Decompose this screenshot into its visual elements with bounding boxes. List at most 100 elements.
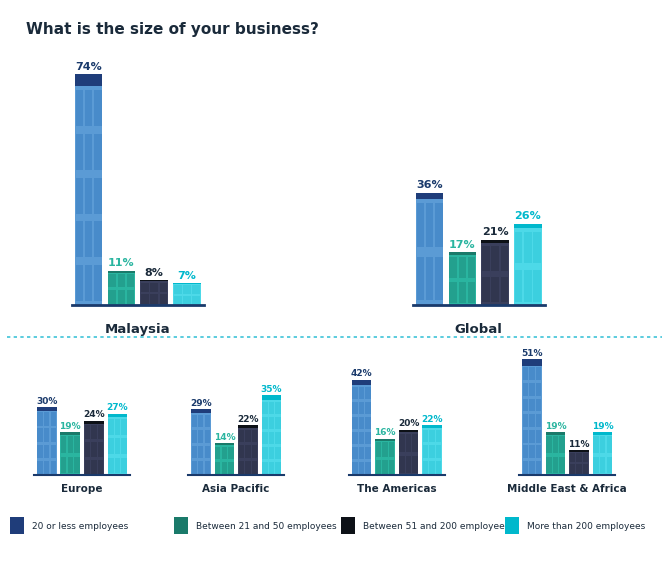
Bar [546,457,551,473]
Bar [422,425,442,428]
Bar [44,444,50,458]
Bar [529,430,535,443]
Bar [449,255,476,305]
Bar [536,383,541,396]
Text: 29%: 29% [190,399,211,408]
Bar [140,280,168,282]
Bar [262,462,268,474]
Bar [583,453,588,462]
Bar [423,430,428,443]
Bar [191,445,197,458]
Bar [505,517,519,534]
Bar [108,274,116,287]
Bar [215,447,221,459]
Bar [553,457,558,473]
Bar [352,431,357,444]
Text: 11%: 11% [108,258,134,268]
Bar [108,291,116,304]
Bar [262,396,282,400]
Bar [262,431,268,444]
Bar [522,399,528,411]
Bar [524,232,532,263]
Bar [559,436,565,453]
Bar [91,459,96,473]
Bar [529,414,535,427]
Bar [406,456,411,473]
Bar [151,283,158,292]
Bar [389,443,394,457]
Bar [108,273,135,305]
Bar [522,414,528,427]
Bar [522,383,528,396]
Bar [559,457,565,473]
Bar [108,413,127,417]
Text: 35%: 35% [261,385,282,394]
Text: 22%: 22% [237,415,259,424]
Bar [482,277,490,302]
Bar [468,282,475,303]
Bar [515,232,522,263]
Bar [569,452,589,475]
Bar [127,274,134,287]
Bar [417,203,424,247]
Bar [436,430,442,443]
Text: 22%: 22% [421,415,443,424]
Bar [450,282,457,303]
Bar [341,517,355,534]
Bar [173,284,201,305]
Bar [529,383,535,396]
Text: 20%: 20% [398,419,419,429]
Bar [416,199,444,305]
Bar [491,277,499,302]
Bar [406,434,411,452]
Bar [141,295,149,304]
Bar [198,415,203,427]
Bar [246,461,251,474]
Bar [74,457,80,473]
Bar [522,445,528,458]
Bar [546,436,551,453]
Bar [522,359,542,366]
Bar [536,367,541,380]
Text: 36%: 36% [416,180,443,190]
Bar [359,431,364,444]
Bar [529,399,535,411]
Bar [533,270,541,302]
Bar [553,436,558,453]
Bar [500,277,508,302]
Bar [198,445,203,458]
Bar [205,461,210,474]
Bar [191,409,211,413]
Bar [365,447,371,459]
Bar [529,461,535,474]
Bar [423,461,428,474]
Bar [94,90,102,126]
Bar [108,417,127,475]
Bar [269,402,274,414]
Bar [569,450,589,452]
Bar [44,429,50,442]
Bar [365,387,371,399]
Bar [74,436,80,453]
Bar [51,429,56,442]
Bar [127,291,134,304]
Bar [365,402,371,414]
Bar [215,462,221,474]
Bar [191,430,197,443]
Bar [108,419,114,435]
Bar [436,445,442,458]
Bar [376,459,381,473]
Text: 74%: 74% [76,62,102,72]
Bar [205,430,210,443]
Bar [458,257,466,278]
Bar [607,457,612,473]
Bar [352,447,357,459]
Text: 11%: 11% [568,440,590,449]
Bar [365,431,371,444]
Bar [173,283,201,284]
Bar [115,458,120,473]
Bar [84,421,104,424]
Bar [583,465,588,474]
Bar [533,232,541,263]
Bar [205,415,210,427]
